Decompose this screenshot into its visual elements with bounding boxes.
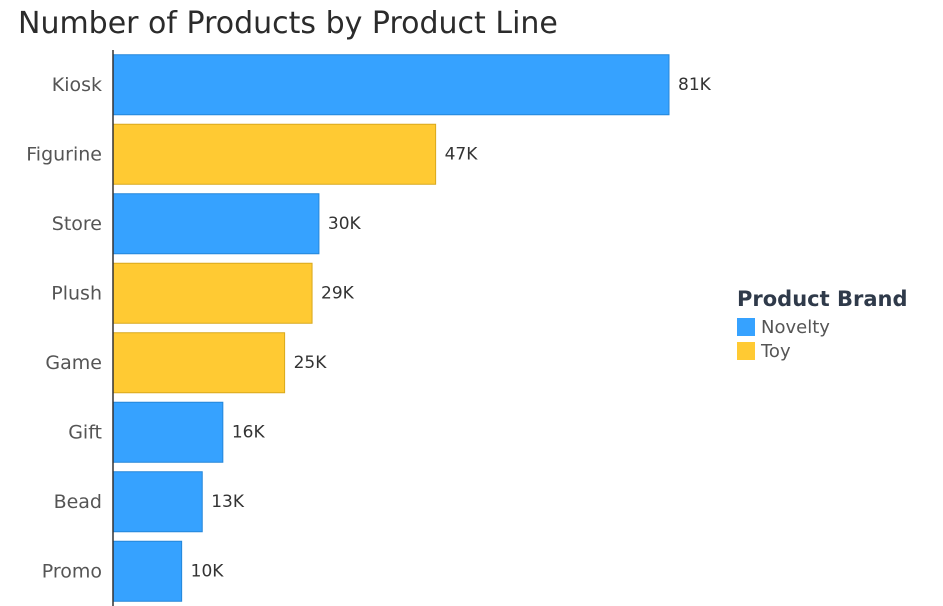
bar-store[interactable] <box>112 193 320 255</box>
legend-label-novelty: Novelty <box>761 316 830 338</box>
category-label-game: Game <box>45 352 102 374</box>
legend-title: Product Brand <box>737 287 908 311</box>
legend: Product Brand Novelty Toy <box>737 287 937 363</box>
bar-figurine[interactable] <box>112 123 437 185</box>
legend-item-novelty[interactable]: Novelty <box>737 315 937 339</box>
category-label-store: Store <box>52 213 102 235</box>
bar-promo[interactable] <box>112 540 183 602</box>
bar-gift[interactable] <box>112 401 224 463</box>
legend-label-toy: Toy <box>761 340 791 362</box>
category-label-kiosk: Kiosk <box>52 74 102 96</box>
category-label-figurine: Figurine <box>26 143 102 165</box>
bar-kiosk[interactable] <box>112 54 670 116</box>
legend-swatch-novelty <box>737 318 755 336</box>
value-label-game: 25K <box>294 353 328 373</box>
value-label-store: 30K <box>328 214 362 234</box>
value-label-gift: 16K <box>232 422 266 442</box>
value-label-kiosk: 81K <box>678 75 712 95</box>
bar-bead[interactable] <box>112 471 203 533</box>
bar-plush[interactable] <box>112 262 313 324</box>
category-label-plush: Plush <box>51 282 102 304</box>
value-label-bead: 13K <box>211 492 245 512</box>
value-label-figurine: 47K <box>445 144 479 164</box>
value-label-promo: 10K <box>191 561 225 581</box>
chart-title: Number of Products by Product Line <box>18 6 558 41</box>
bar-game[interactable] <box>112 332 286 394</box>
category-label-promo: Promo <box>42 560 102 582</box>
legend-item-toy[interactable]: Toy <box>737 339 937 363</box>
value-label-plush: 29K <box>321 283 355 303</box>
category-label-gift: Gift <box>68 421 102 443</box>
category-label-bead: Bead <box>54 491 102 513</box>
legend-swatch-toy <box>737 342 755 360</box>
